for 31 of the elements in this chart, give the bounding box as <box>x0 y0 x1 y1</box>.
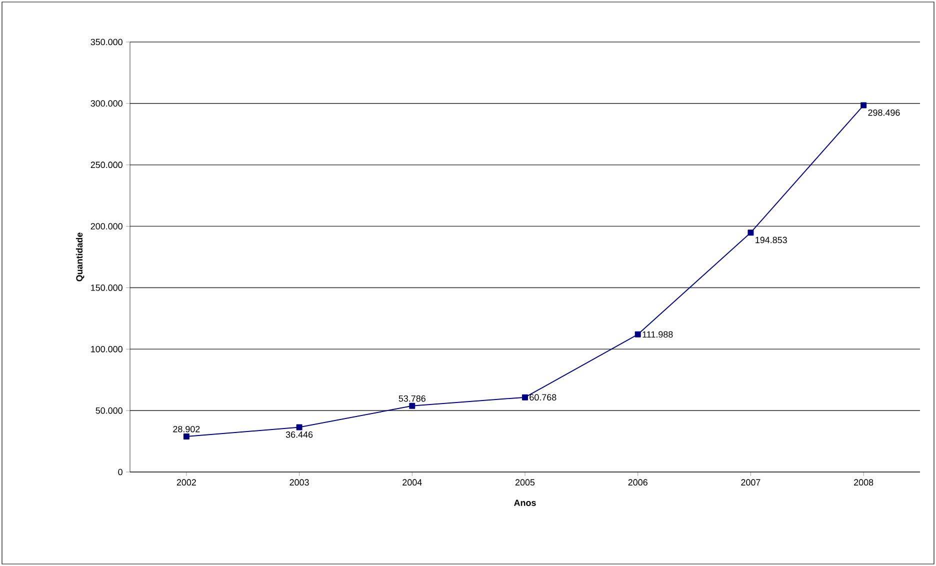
x-tick-label: 2007 <box>741 479 760 486</box>
y-tick-label: 100.000 <box>91 346 122 352</box>
data-label: 36.446 <box>286 431 313 438</box>
data-label: 53.786 <box>398 395 426 402</box>
data-label: 194.853 <box>756 236 787 244</box>
data-label: 28.902 <box>173 426 200 432</box>
data-label: 60.768 <box>530 394 556 401</box>
x-tick-label: 2005 <box>515 479 535 486</box>
y-tick-label: 350.000 <box>90 38 122 46</box>
x-tick-label: 2004 <box>402 479 422 486</box>
x-tick-label: 2003 <box>290 479 309 486</box>
x-axis-title: Anos <box>514 500 536 506</box>
point <box>409 402 416 409</box>
point <box>860 102 867 108</box>
point <box>183 434 190 440</box>
point <box>296 424 302 430</box>
y-tick-label: 0 <box>118 468 122 476</box>
x-tick-label: 2006 <box>628 479 648 486</box>
y-tick-label: 300.000 <box>90 100 122 107</box>
x-tick-label: 2008 <box>854 479 874 486</box>
point <box>634 331 641 338</box>
y-tick-label: 150.000 <box>91 284 122 291</box>
y-tick-label: 50.000 <box>96 407 122 414</box>
y-tick-label: 250.000 <box>90 162 122 168</box>
data-label: 298.496 <box>868 109 900 116</box>
y-axis-title: Quantidade <box>76 232 84 282</box>
data-label: 111.988 <box>642 331 673 338</box>
point <box>748 230 754 236</box>
x-tick-label: 2002 <box>176 479 196 486</box>
point <box>522 394 528 400</box>
y-tick-label: 200.000 <box>90 223 122 230</box>
